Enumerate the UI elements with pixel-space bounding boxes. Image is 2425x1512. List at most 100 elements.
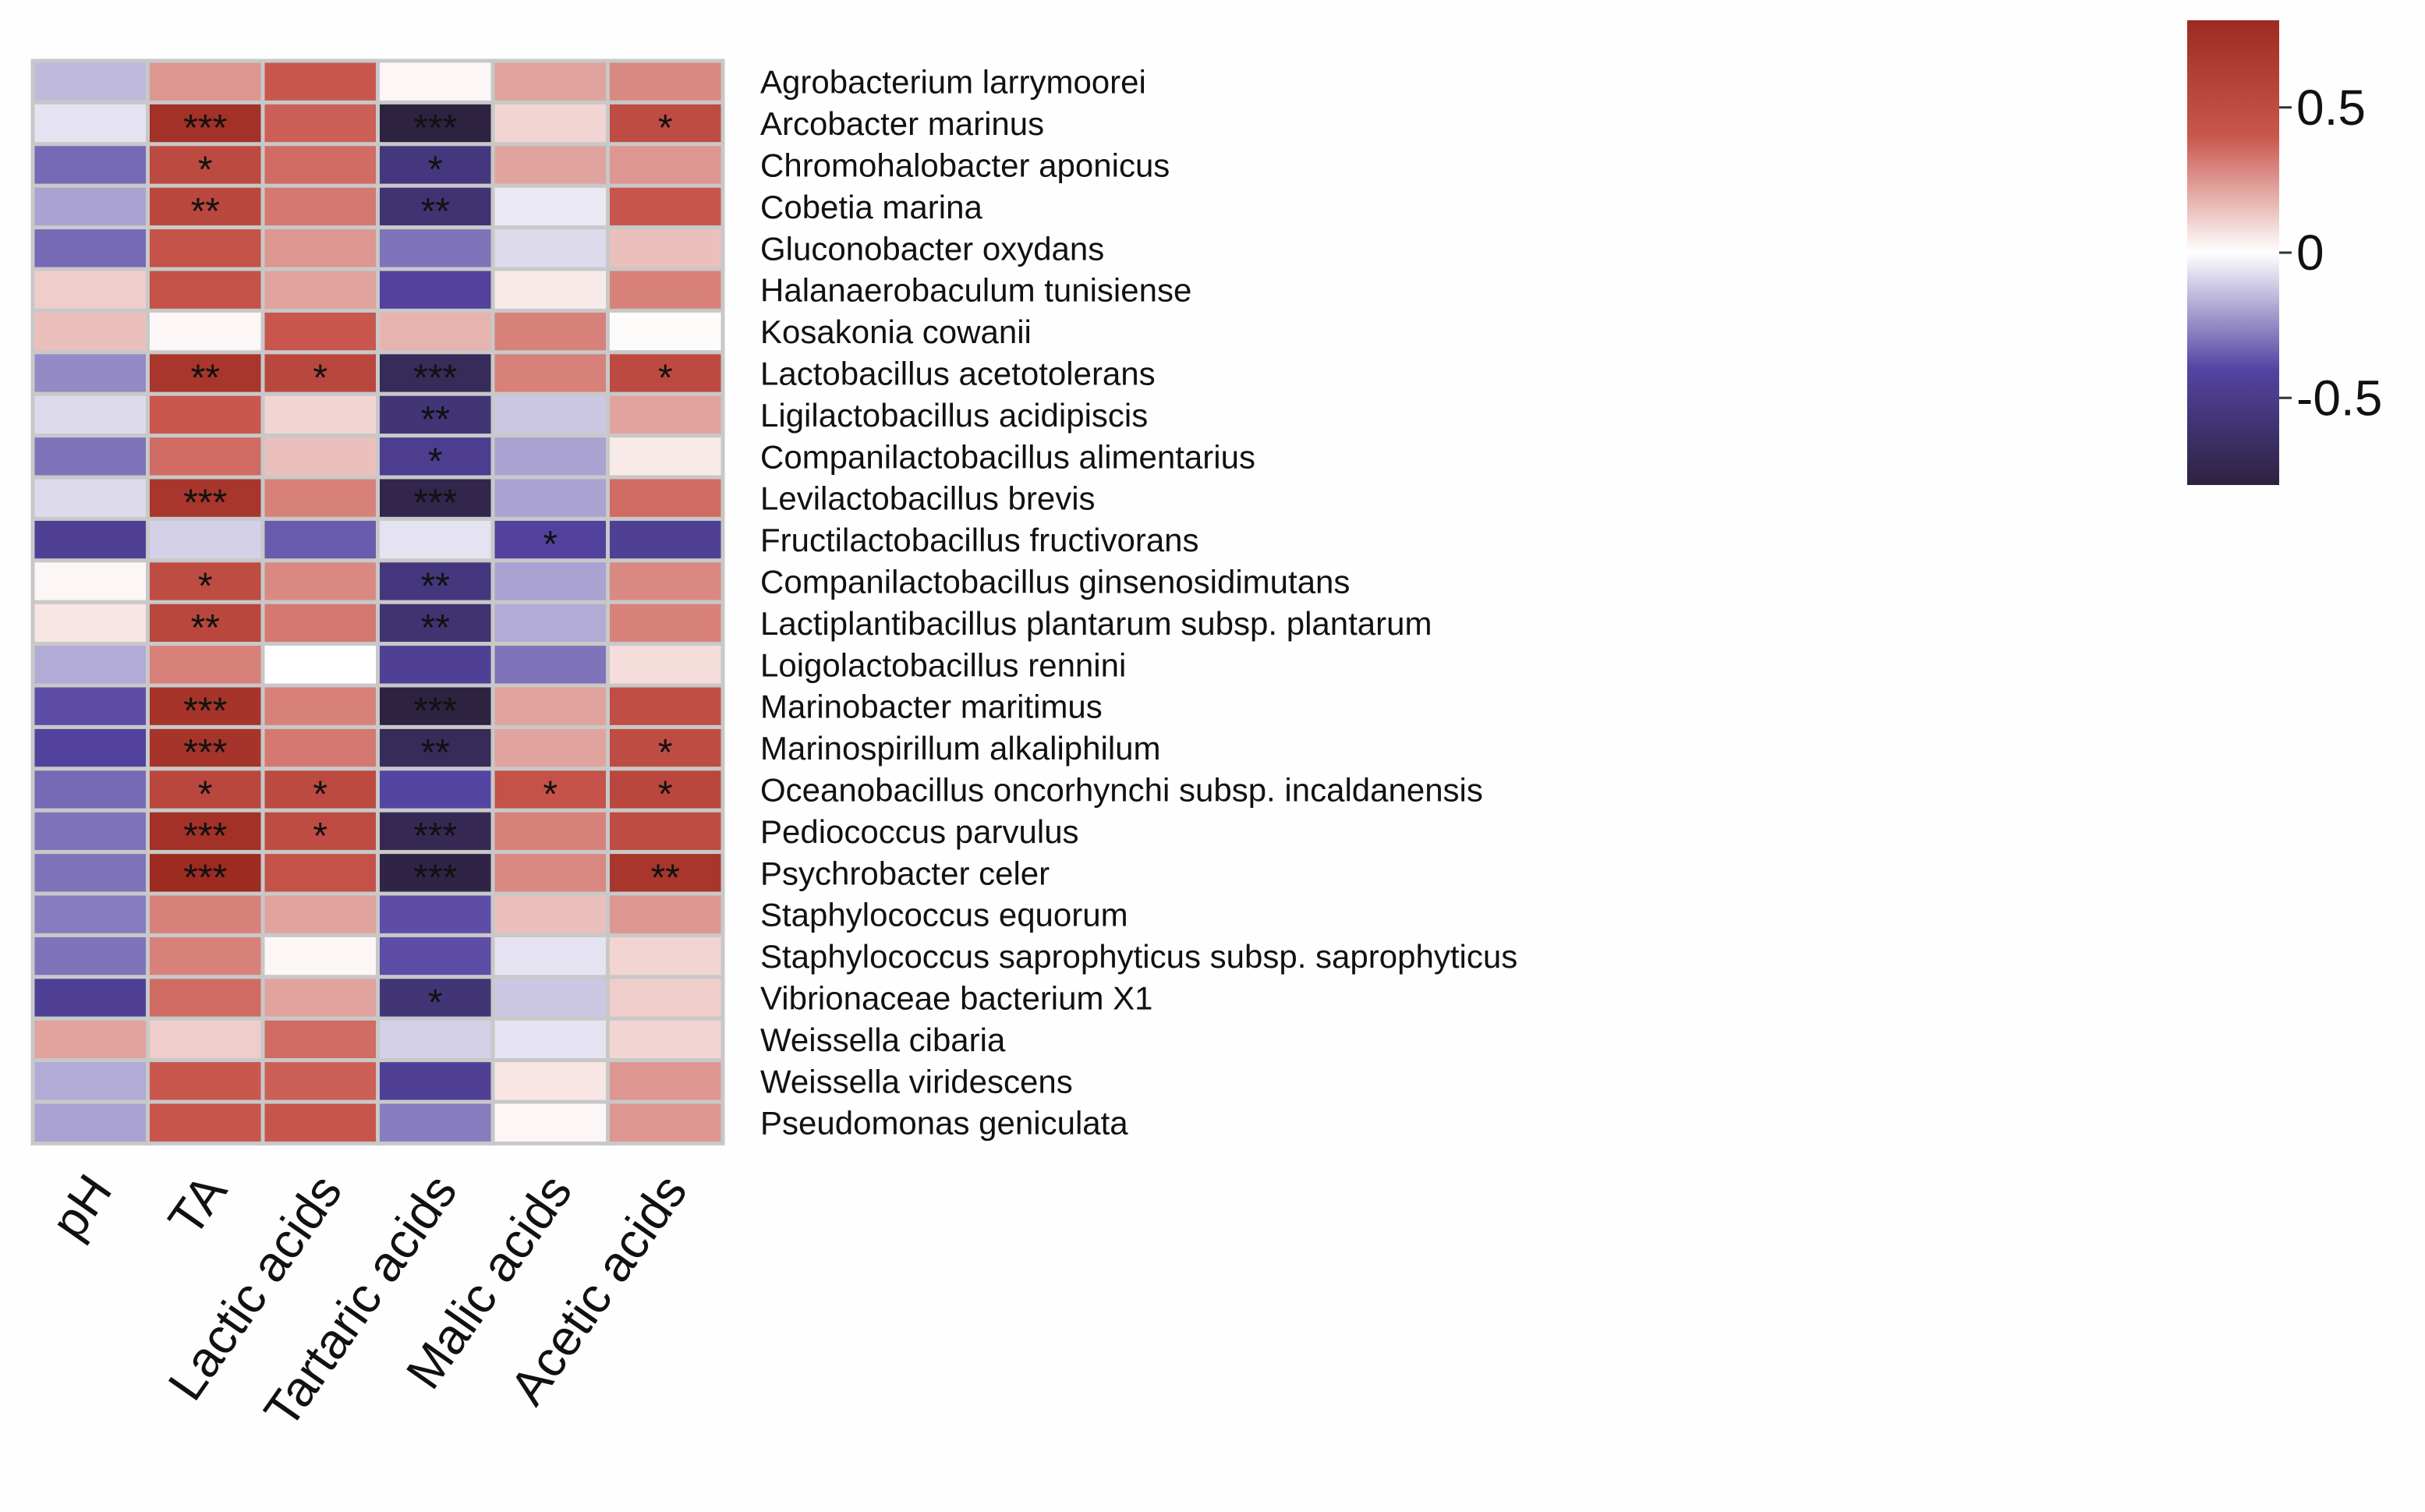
significance-mark: * bbox=[198, 774, 213, 816]
heatmap-cell bbox=[606, 308, 725, 355]
heatmap-cell bbox=[606, 767, 725, 813]
colorbar-gradient bbox=[2187, 20, 2279, 485]
heatmap-cell bbox=[30, 891, 150, 937]
row-label: Staphylococcus equorum bbox=[760, 897, 1128, 933]
heatmap-cell bbox=[490, 600, 610, 646]
heatmap-cell bbox=[376, 308, 495, 355]
heatmap-cell bbox=[30, 1016, 150, 1063]
heatmap-cell bbox=[146, 1016, 265, 1063]
heatmap-cell bbox=[30, 350, 150, 396]
heatmap-cell bbox=[260, 850, 380, 896]
heatmap-cell bbox=[146, 225, 265, 271]
heatmap-cell bbox=[606, 516, 725, 563]
heatmap-cell bbox=[146, 1099, 265, 1146]
heatmap-cell bbox=[260, 391, 380, 438]
heatmap-cell bbox=[376, 225, 495, 271]
heatmap-cell bbox=[606, 600, 725, 646]
heatmap-cell bbox=[606, 183, 725, 230]
heatmap-cell bbox=[606, 642, 725, 688]
colorbar-tick-label: -0.5 bbox=[2296, 370, 2382, 426]
row-label: Companilactobacillus alimentarius bbox=[760, 438, 1255, 475]
heatmap-cell bbox=[606, 475, 725, 521]
heatmap-cell bbox=[606, 58, 725, 104]
significance-mark: *** bbox=[413, 483, 457, 524]
significance-mark: * bbox=[313, 774, 327, 816]
heatmap-cell bbox=[146, 1058, 265, 1104]
row-label: Pseudomonas geniculata bbox=[760, 1105, 1128, 1142]
heatmap-cell bbox=[260, 724, 380, 771]
heatmap-cell bbox=[490, 58, 610, 104]
heatmap-cell bbox=[260, 600, 380, 646]
heatmap-cell bbox=[606, 1058, 725, 1104]
heatmap-cell bbox=[606, 933, 725, 979]
significance-layer: *** *** ** *** **** * *** ******* ***** **** *****… bbox=[183, 108, 680, 1023]
colorbar: 0.5 0 -0.5 bbox=[2187, 20, 2382, 485]
column-label: TA bbox=[158, 1164, 238, 1246]
row-label: Lactobacillus acetotolerans bbox=[760, 356, 1156, 392]
significance-mark: *** bbox=[413, 691, 457, 732]
heatmap-cell bbox=[376, 58, 495, 104]
significance-mark: * bbox=[658, 358, 673, 399]
heatmap-cell bbox=[30, 600, 150, 646]
heatmap-cell bbox=[490, 475, 610, 521]
significance-mark: * bbox=[428, 441, 443, 482]
heatmap-cell bbox=[490, 267, 610, 313]
row-label: Marinospirillum alkaliphilum bbox=[760, 730, 1161, 767]
heatmap-cell bbox=[260, 933, 380, 979]
heatmap-cell bbox=[260, 683, 380, 729]
heatmap-cell bbox=[490, 100, 610, 147]
row-label: Loigolactobacillus rennini bbox=[760, 646, 1126, 683]
heatmap-cell bbox=[146, 516, 265, 563]
significance-mark: *** bbox=[413, 857, 457, 898]
heatmap-cell bbox=[30, 475, 150, 521]
heatmap-cell bbox=[260, 891, 380, 937]
heatmap-cell bbox=[376, 767, 495, 813]
heatmap-cell bbox=[490, 1016, 610, 1063]
heatmap-cell bbox=[260, 142, 380, 188]
heatmap-cell bbox=[146, 724, 265, 771]
heatmap-cell bbox=[490, 391, 610, 438]
significance-mark: ** bbox=[421, 732, 450, 774]
heatmap-cell bbox=[30, 933, 150, 979]
heatmap-cell bbox=[260, 767, 380, 813]
significance-mark: * bbox=[658, 774, 673, 816]
heatmap-cell bbox=[30, 516, 150, 563]
heatmap-cell bbox=[146, 642, 265, 688]
row-label: Vibrionaceae bacterium X1 bbox=[760, 980, 1153, 1017]
heatmap-cell bbox=[260, 1099, 380, 1146]
heatmap-cell bbox=[606, 891, 725, 937]
heatmap-cell bbox=[490, 434, 610, 480]
heatmap-cell bbox=[146, 933, 265, 979]
significance-mark: *** bbox=[183, 816, 227, 857]
heatmap-cell bbox=[30, 850, 150, 896]
heatmap-cell bbox=[260, 558, 380, 604]
heatmap-cell bbox=[260, 100, 380, 147]
row-label: Gluconobacter oxydans bbox=[760, 230, 1104, 267]
heatmap-cell bbox=[146, 58, 265, 104]
row-label: Agrobacterium larrymoorei bbox=[760, 64, 1146, 101]
heatmap-cell bbox=[260, 475, 380, 521]
row-label: Halanaerobaculum tunisiense bbox=[760, 272, 1191, 309]
heatmap-cell bbox=[490, 558, 610, 604]
heatmap-cell bbox=[260, 225, 380, 271]
heatmap-cell bbox=[30, 434, 150, 480]
row-label: Levilactobacillus brevis bbox=[760, 480, 1096, 517]
heatmap-cell bbox=[606, 808, 725, 855]
significance-mark: *** bbox=[183, 483, 227, 524]
row-label: Ligilactobacillus acidipiscis bbox=[760, 397, 1148, 434]
heatmap-cell bbox=[146, 600, 265, 646]
heatmap-cell bbox=[146, 975, 265, 1021]
heatmap-cell bbox=[260, 975, 380, 1021]
row-label: Weissella viridescens bbox=[760, 1063, 1073, 1099]
heatmap-cell bbox=[30, 308, 150, 355]
heatmap-cell bbox=[146, 434, 265, 480]
heatmap-cell bbox=[376, 1016, 495, 1063]
significance-mark: * bbox=[543, 774, 558, 816]
significance-mark: *** bbox=[183, 108, 227, 149]
row-label: Psychrobacter celer bbox=[760, 855, 1050, 891]
significance-mark: *** bbox=[183, 857, 227, 898]
heatmap-cell bbox=[260, 808, 380, 855]
heatmap-cell bbox=[30, 58, 150, 104]
significance-mark: * bbox=[313, 816, 327, 857]
heatmap-cell bbox=[30, 767, 150, 813]
